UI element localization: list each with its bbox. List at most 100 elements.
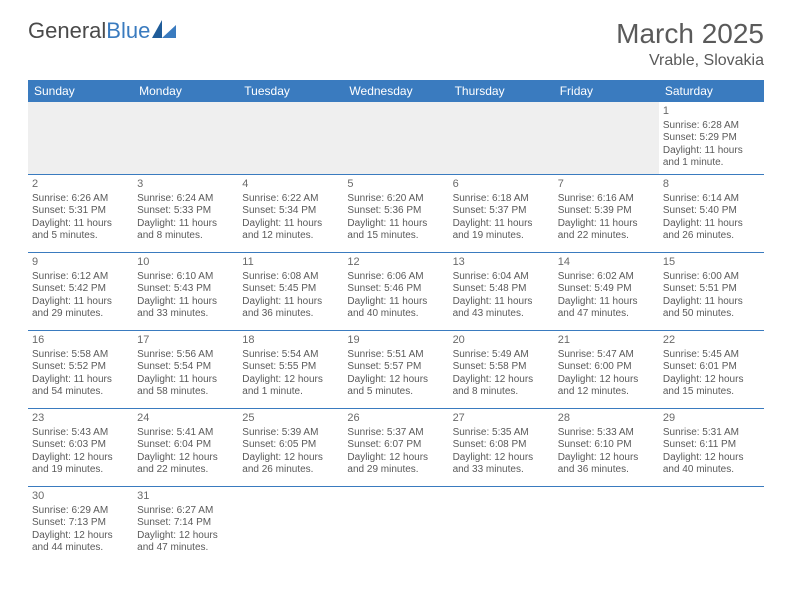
day-detail: Sunset: 5:29 PM: [663, 132, 760, 145]
day-number: 20: [453, 334, 550, 348]
calendar-row: 16Sunrise: 5:58 AMSunset: 5:52 PMDayligh…: [28, 330, 764, 408]
day-detail: Daylight: 11 hours and 26 minutes.: [663, 218, 760, 243]
calendar-cell: 13Sunrise: 6:04 AMSunset: 5:48 PMDayligh…: [449, 252, 554, 330]
day-detail: Sunrise: 6:00 AM: [663, 271, 760, 284]
calendar-cell: 24Sunrise: 5:41 AMSunset: 6:04 PMDayligh…: [133, 408, 238, 486]
day-detail: Daylight: 11 hours and 47 minutes.: [558, 296, 655, 321]
calendar-cell: 28Sunrise: 5:33 AMSunset: 6:10 PMDayligh…: [554, 408, 659, 486]
day-number: 5: [347, 178, 444, 192]
calendar-cell: 22Sunrise: 5:45 AMSunset: 6:01 PMDayligh…: [659, 330, 764, 408]
page: GeneralBlue March 2025 Vrable, Slovakia …: [0, 0, 792, 582]
calendar-cell: 23Sunrise: 5:43 AMSunset: 6:03 PMDayligh…: [28, 408, 133, 486]
day-detail: Sunset: 6:03 PM: [32, 439, 129, 452]
day-detail: Sunrise: 6:18 AM: [453, 193, 550, 206]
day-number: 26: [347, 412, 444, 426]
day-number: 23: [32, 412, 129, 426]
day-detail: Daylight: 12 hours and 22 minutes.: [137, 452, 234, 477]
day-detail: Sunrise: 6:06 AM: [347, 271, 444, 284]
day-detail: Sunset: 6:00 PM: [558, 361, 655, 374]
header: GeneralBlue March 2025 Vrable, Slovakia: [28, 18, 764, 70]
day-number: 12: [347, 256, 444, 270]
title-block: March 2025 Vrable, Slovakia: [616, 18, 764, 70]
day-number: 29: [663, 412, 760, 426]
day-detail: Daylight: 12 hours and 47 minutes.: [137, 530, 234, 555]
calendar-row: 9Sunrise: 6:12 AMSunset: 5:42 PMDaylight…: [28, 252, 764, 330]
calendar-row: 2Sunrise: 6:26 AMSunset: 5:31 PMDaylight…: [28, 174, 764, 252]
day-detail: Sunset: 5:40 PM: [663, 205, 760, 218]
day-detail: Daylight: 11 hours and 22 minutes.: [558, 218, 655, 243]
day-number: 2: [32, 178, 129, 192]
day-header: Thursday: [449, 80, 554, 102]
day-detail: Sunset: 7:13 PM: [32, 517, 129, 530]
calendar-cell: 21Sunrise: 5:47 AMSunset: 6:00 PMDayligh…: [554, 330, 659, 408]
calendar-cell: [133, 102, 238, 174]
calendar-cell: [449, 102, 554, 174]
calendar-cell: 12Sunrise: 6:06 AMSunset: 5:46 PMDayligh…: [343, 252, 448, 330]
calendar: SundayMondayTuesdayWednesdayThursdayFrid…: [28, 80, 764, 564]
day-detail: Sunset: 5:39 PM: [558, 205, 655, 218]
day-detail: Sunset: 5:52 PM: [32, 361, 129, 374]
day-number: 16: [32, 334, 129, 348]
day-detail: Daylight: 11 hours and 12 minutes.: [242, 218, 339, 243]
calendar-cell: 19Sunrise: 5:51 AMSunset: 5:57 PMDayligh…: [343, 330, 448, 408]
day-detail: Sunrise: 6:02 AM: [558, 271, 655, 284]
day-detail: Sunrise: 6:14 AM: [663, 193, 760, 206]
day-detail: Daylight: 11 hours and 40 minutes.: [347, 296, 444, 321]
day-detail: Daylight: 12 hours and 29 minutes.: [347, 452, 444, 477]
day-detail: Sunset: 6:01 PM: [663, 361, 760, 374]
day-detail: Sunrise: 5:33 AM: [558, 427, 655, 440]
day-number: 24: [137, 412, 234, 426]
day-detail: Sunset: 6:07 PM: [347, 439, 444, 452]
calendar-cell: [238, 102, 343, 174]
day-detail: Sunrise: 6:16 AM: [558, 193, 655, 206]
day-detail: Daylight: 11 hours and 36 minutes.: [242, 296, 339, 321]
day-detail: Daylight: 11 hours and 54 minutes.: [32, 374, 129, 399]
calendar-head: SundayMondayTuesdayWednesdayThursdayFrid…: [28, 80, 764, 102]
calendar-cell: 7Sunrise: 6:16 AMSunset: 5:39 PMDaylight…: [554, 174, 659, 252]
day-detail: Sunset: 5:36 PM: [347, 205, 444, 218]
calendar-row: 23Sunrise: 5:43 AMSunset: 6:03 PMDayligh…: [28, 408, 764, 486]
calendar-row: 30Sunrise: 6:29 AMSunset: 7:13 PMDayligh…: [28, 486, 764, 564]
day-detail: Sunset: 5:31 PM: [32, 205, 129, 218]
day-detail: Daylight: 11 hours and 43 minutes.: [453, 296, 550, 321]
day-detail: Sunrise: 5:54 AM: [242, 349, 339, 362]
logo-text-2: Blue: [106, 18, 150, 44]
day-detail: Daylight: 12 hours and 19 minutes.: [32, 452, 129, 477]
day-number: 22: [663, 334, 760, 348]
calendar-cell: [28, 102, 133, 174]
day-detail: Daylight: 11 hours and 15 minutes.: [347, 218, 444, 243]
day-detail: Daylight: 12 hours and 36 minutes.: [558, 452, 655, 477]
calendar-cell: 5Sunrise: 6:20 AMSunset: 5:36 PMDaylight…: [343, 174, 448, 252]
day-detail: Sunrise: 5:45 AM: [663, 349, 760, 362]
day-detail: Sunset: 6:04 PM: [137, 439, 234, 452]
calendar-cell: [554, 102, 659, 174]
day-number: 6: [453, 178, 550, 192]
calendar-cell: [343, 102, 448, 174]
calendar-body: 1Sunrise: 6:28 AMSunset: 5:29 PMDaylight…: [28, 102, 764, 564]
day-detail: Sunrise: 5:35 AM: [453, 427, 550, 440]
day-detail: Sunset: 5:51 PM: [663, 283, 760, 296]
calendar-cell: 2Sunrise: 6:26 AMSunset: 5:31 PMDaylight…: [28, 174, 133, 252]
day-number: 17: [137, 334, 234, 348]
calendar-cell: 6Sunrise: 6:18 AMSunset: 5:37 PMDaylight…: [449, 174, 554, 252]
day-detail: Sunset: 5:43 PM: [137, 283, 234, 296]
calendar-cell: 25Sunrise: 5:39 AMSunset: 6:05 PMDayligh…: [238, 408, 343, 486]
day-detail: Daylight: 11 hours and 8 minutes.: [137, 218, 234, 243]
day-number: 19: [347, 334, 444, 348]
day-header: Sunday: [28, 80, 133, 102]
calendar-cell: 27Sunrise: 5:35 AMSunset: 6:08 PMDayligh…: [449, 408, 554, 486]
day-number: 30: [32, 490, 129, 504]
day-number: 21: [558, 334, 655, 348]
day-number: 13: [453, 256, 550, 270]
day-detail: Sunset: 6:05 PM: [242, 439, 339, 452]
calendar-cell: 18Sunrise: 5:54 AMSunset: 5:55 PMDayligh…: [238, 330, 343, 408]
calendar-cell: [238, 486, 343, 564]
calendar-cell: [343, 486, 448, 564]
day-number: 4: [242, 178, 339, 192]
calendar-cell: 9Sunrise: 6:12 AMSunset: 5:42 PMDaylight…: [28, 252, 133, 330]
day-detail: Sunset: 5:42 PM: [32, 283, 129, 296]
day-detail: Sunrise: 5:51 AM: [347, 349, 444, 362]
day-detail: Sunrise: 5:31 AM: [663, 427, 760, 440]
day-detail: Daylight: 12 hours and 12 minutes.: [558, 374, 655, 399]
day-detail: Sunrise: 6:12 AM: [32, 271, 129, 284]
